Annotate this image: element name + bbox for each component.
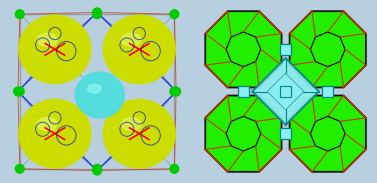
Circle shape <box>15 164 24 173</box>
Circle shape <box>172 87 181 96</box>
Circle shape <box>15 10 24 19</box>
FancyBboxPatch shape <box>322 86 333 97</box>
FancyBboxPatch shape <box>280 86 291 97</box>
Polygon shape <box>290 96 366 172</box>
Ellipse shape <box>121 117 141 131</box>
Ellipse shape <box>19 99 91 168</box>
Circle shape <box>93 164 101 173</box>
Ellipse shape <box>19 15 91 84</box>
Ellipse shape <box>37 117 57 131</box>
Ellipse shape <box>75 72 124 118</box>
FancyBboxPatch shape <box>280 128 291 139</box>
Ellipse shape <box>103 99 175 168</box>
Polygon shape <box>267 73 304 110</box>
Circle shape <box>170 87 179 96</box>
Polygon shape <box>205 11 282 87</box>
Circle shape <box>15 87 24 96</box>
Circle shape <box>93 10 101 19</box>
Ellipse shape <box>121 33 141 46</box>
Ellipse shape <box>37 33 57 46</box>
FancyBboxPatch shape <box>238 86 249 97</box>
Polygon shape <box>252 58 319 125</box>
Ellipse shape <box>103 15 175 84</box>
Polygon shape <box>205 96 282 172</box>
Circle shape <box>93 8 101 17</box>
Polygon shape <box>290 11 366 87</box>
Circle shape <box>170 164 179 173</box>
Circle shape <box>93 166 101 175</box>
Circle shape <box>14 87 22 96</box>
FancyBboxPatch shape <box>280 44 291 55</box>
Circle shape <box>170 10 179 19</box>
Ellipse shape <box>87 84 101 93</box>
